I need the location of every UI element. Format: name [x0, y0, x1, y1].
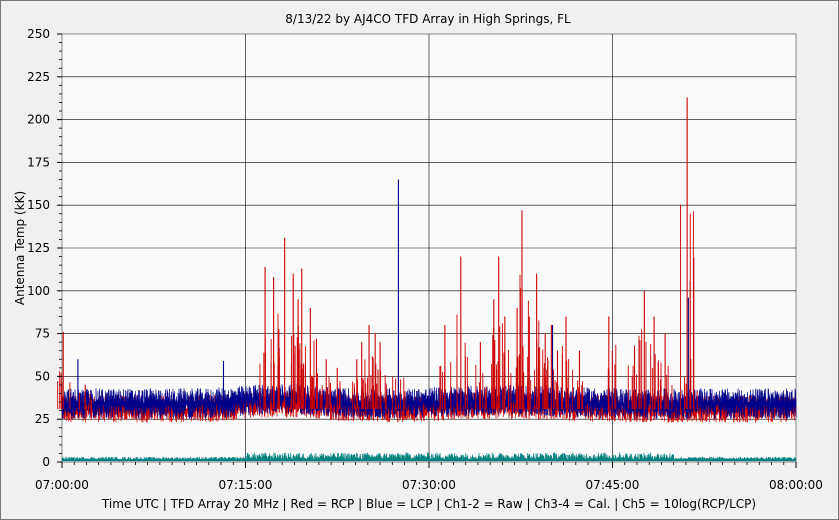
x-tick-label: 07:15:00 — [219, 478, 273, 492]
x-tick-label: 08:00:00 — [769, 478, 823, 492]
series-noise — [61, 383, 797, 420]
series-lcp — [61, 383, 797, 420]
y-tick-label: 25 — [35, 412, 50, 426]
y-tick-label: 200 — [27, 113, 50, 127]
spikes — [57, 97, 698, 409]
y-tick-label: 125 — [27, 241, 50, 255]
y-tick-label: 175 — [27, 155, 50, 169]
y-tick-label: 50 — [35, 369, 50, 383]
y-axis-ticks: 0 25 50 75 100 125 150 175 200 225 250 — [27, 27, 62, 469]
x-tick-label: 07:00:00 — [35, 478, 89, 492]
y-tick-label: 150 — [27, 198, 50, 212]
series-ratio — [61, 452, 797, 462]
chart-title: 8/13/22 by AJ4CO TFD Array in High Sprin… — [285, 12, 571, 26]
x-axis-label: Time UTC | TFD Array 20 MHz | Red = RCP … — [101, 497, 756, 511]
y-tick-label: 225 — [27, 70, 50, 84]
x-axis-ticks: 07:00:00 07:15:00 07:30:00 07:45:00 08:00:00 — [35, 462, 823, 492]
y-tick-label: 75 — [35, 327, 50, 341]
y-tick-label: 250 — [27, 27, 50, 41]
x-tick-label: 07:30:00 — [402, 478, 456, 492]
y-tick-label: 100 — [27, 284, 50, 298]
x-tick-label: 07:45:00 — [586, 478, 640, 492]
y-tick-label: 0 — [42, 455, 50, 469]
series-ratio-noise — [61, 452, 797, 462]
y-axis-label: Antenna Temp (kK) — [13, 191, 27, 305]
